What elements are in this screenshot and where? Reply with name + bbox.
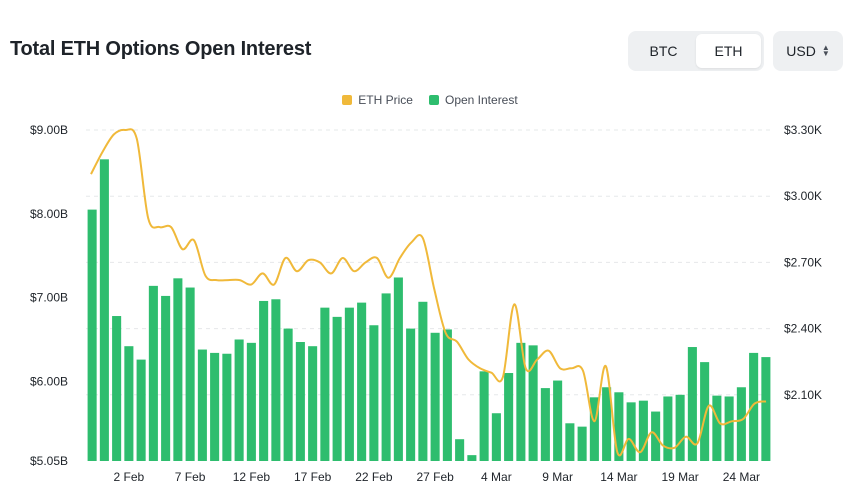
open-interest-bar [197,349,207,461]
chart-legend: ETH Price Open Interest [0,93,860,107]
open-interest-bar [332,316,342,461]
x-tick-label: 24 Mar [723,470,760,484]
page-title: Total ETH Options Open Interest [10,38,312,60]
open-interest-bar [663,396,673,461]
open-interest-bar [308,346,318,461]
asset-toggle: BTC ETH [628,31,764,71]
y-right-tick-label: $2.10K [784,388,822,402]
legend-label-eth-price: ETH Price [358,93,413,107]
open-interest-bar [491,413,501,461]
y-left-tick-label: $6.00B [30,374,68,388]
open-interest-bar [761,357,771,461]
legend-item-eth-price[interactable]: ETH Price [342,93,413,107]
open-interest-bar [430,332,440,461]
x-tick-label: 27 Feb [416,470,454,484]
legend-swatch-open-interest [428,95,439,105]
open-interest-bar [540,388,550,461]
open-interest-bar [136,359,146,461]
open-interest-bar [516,342,526,461]
x-tick-label: 12 Feb [233,470,271,484]
open-interest-bar [675,394,685,461]
open-interest-bar [479,371,489,461]
open-interest-bar [638,400,648,461]
y-right-tick-label: $2.40K [784,322,822,336]
open-interest-bar [442,329,452,461]
open-interest-bar [210,352,220,461]
open-interest-bar [124,346,134,461]
open-interest-bar [614,392,624,461]
open-interest-bar [295,342,305,461]
x-tick-label: 2 Feb [114,470,145,484]
open-interest-bar [724,396,734,461]
open-interest-bar [381,293,391,461]
open-interest-bar [234,339,244,461]
x-tick-label: 7 Feb [175,470,206,484]
x-tick-label: 19 Mar [661,470,698,484]
open-interest-bar [320,307,330,461]
chevron-up-down-icon: ▲ ▼ [821,43,830,58]
open-interest-bar [687,347,697,461]
x-tick-label: 9 Mar [542,470,573,484]
open-interest-bar [185,287,195,461]
open-interest-bar [553,380,563,461]
open-interest-bar [369,325,379,461]
open-interest-bar [99,159,109,462]
legend-swatch-eth-price [342,95,353,105]
open-interest-bar [736,387,746,461]
open-interest-bar [271,299,281,461]
open-interest-bar [259,300,269,461]
x-tick-label: 17 Feb [294,470,332,484]
y-right-tick-label: $3.30K [784,123,822,137]
x-tick-label: 22 Feb [355,470,393,484]
open-interest-bar [504,373,514,461]
y-right-tick-label: $3.00K [784,189,822,203]
y-left-tick-label: $5.05B [30,454,68,468]
open-interest-bar [357,302,367,461]
open-interest-bar [173,278,183,461]
currency-select[interactable]: USD ▲ ▼ [773,31,843,71]
y-left-tick-label: $9.00B [30,123,68,137]
open-interest-bar [87,209,97,461]
x-tick-label: 4 Mar [481,470,512,484]
open-interest-bar [577,426,587,461]
toggle-eth-button[interactable]: ETH [696,34,761,68]
open-interest-bar [283,328,293,461]
open-interest-bar [749,352,759,461]
open-interest-bar [565,423,575,461]
legend-item-open-interest[interactable]: Open Interest [428,93,518,107]
open-interest-bar [602,387,612,461]
open-interest-bar [161,295,171,461]
open-interest-bar [467,455,477,461]
y-left-tick-label: $7.00B [30,291,68,305]
open-interest-bar [528,345,538,461]
y-left-tick-label: $8.00B [30,207,68,221]
x-tick-label: 14 Mar [600,470,637,484]
open-interest-bar [222,353,232,461]
currency-label: USD [786,43,816,59]
open-interest-bar [393,277,403,461]
open-interest-bar [406,328,416,461]
open-interest-bar [148,285,158,461]
eth-price-line [90,128,767,457]
open-interest-bar [455,439,465,461]
open-interest-bar [626,402,636,461]
toggle-btc-button[interactable]: BTC [649,43,678,59]
open-interest-bar [700,362,710,461]
open-interest-bar [246,342,256,461]
open-interest-bar [344,307,354,461]
open-interest-bar [712,395,722,461]
y-right-tick-label: $2.70K [784,255,822,269]
open-interest-bar [112,316,122,461]
open-interest-bar [418,301,428,461]
open-interest-bar [589,397,599,461]
legend-label-open-interest: Open Interest [444,93,518,107]
